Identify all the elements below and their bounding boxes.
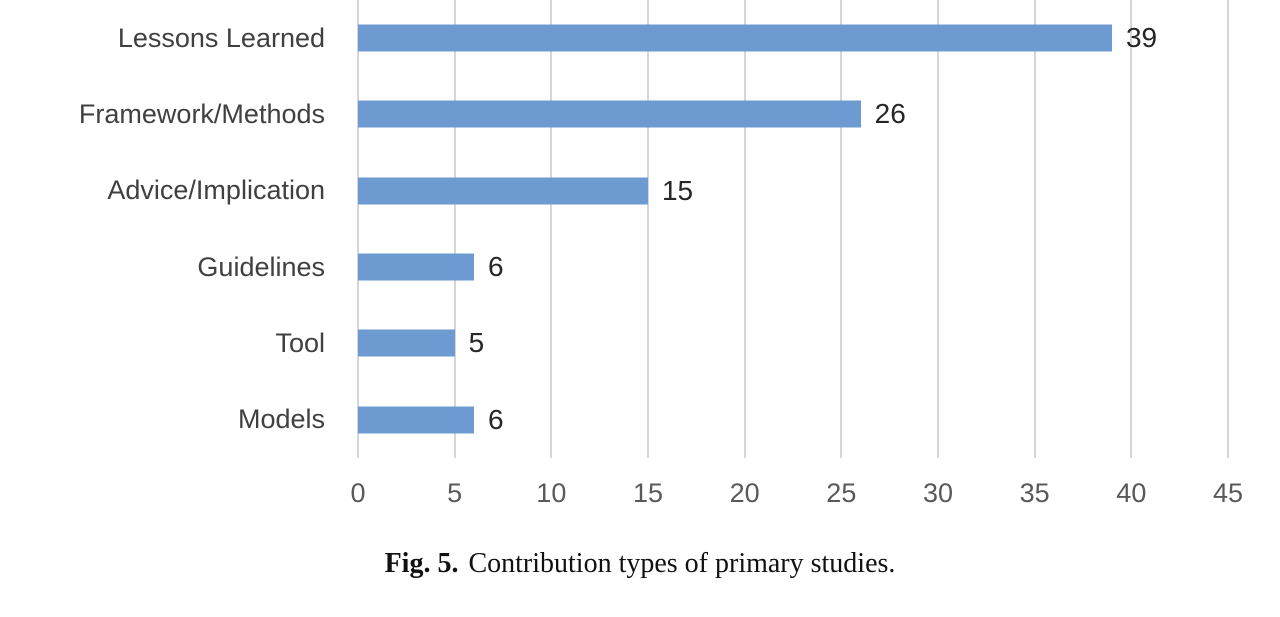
value-label: 15 [661,174,694,206]
x-axis-ticks: 0 5 10 15 20 25 30 35 40 45 [350,458,1243,518]
category-label: Framework/Methods [78,98,325,129]
gridline [550,0,553,458]
gridline [1227,0,1229,458]
figure-label: Fig. 5. [384,548,459,579]
bar-track: 26 [358,76,1228,152]
grid-layer [357,0,1229,458]
category-label: Advice/Implication [107,175,325,206]
value-label: 6 [488,251,504,283]
bar-row: Tool 5 [0,305,1228,381]
x-tick-label: 40 [1116,478,1147,508]
bar [358,253,474,281]
x-tick-label: 20 [729,478,760,508]
bar-row: Framework/Methods 26 [0,76,1228,152]
bar-track: 6 [358,382,1228,458]
gridline [840,0,843,458]
value-label: 39 [1125,22,1158,54]
value-label: 6 [488,403,504,435]
category-label: Models [237,404,325,435]
category-label: Guidelines [197,251,325,282]
x-tick-label: 5 [447,478,463,508]
gridline [453,0,456,458]
bar-track: 5 [358,305,1228,381]
bar [358,177,648,205]
x-tick-label: 15 [632,478,664,508]
gridline [936,0,939,458]
bar [358,100,861,128]
bar-track: 39 [358,0,1228,76]
bar-row: Advice/Implication 15 [0,153,1228,229]
bar-row: Models 6 [0,382,1228,458]
rows-layer: Lessons Learned 39 Framework/Methods 26 Advi… [0,0,1228,458]
bar-chart: Lessons Learned 39 Framework/Methods 26 Advi… [0,0,1243,518]
value-label: 26 [874,98,906,130]
x-tick-label: 45 [1212,478,1244,508]
bar-track: 15 [358,153,1228,229]
bar-track: 6 [358,229,1228,305]
gridline [743,0,746,458]
x-tick-label: 10 [536,478,567,508]
gridline [357,0,359,458]
x-tick-label: 30 [922,478,954,508]
bar [358,329,455,357]
x-tick-label: 35 [1019,478,1050,508]
category-label: Lessons Learned [117,22,325,53]
gridline [1033,0,1036,458]
gridline [646,0,649,458]
bar-row: Lessons Learned 39 [0,0,1228,76]
x-tick-label: 25 [826,478,857,508]
bar [358,406,474,434]
category-label: Tool [275,327,325,358]
caption-text: Contribution types of primary studies. [468,548,896,579]
value-label: 5 [468,327,485,359]
figure-caption: Fig. 5. Contribution types of primary stu… [0,548,1280,580]
bar-row: Guidelines 6 [0,229,1228,305]
bar [358,24,1112,52]
x-tick-label: 0 [350,478,366,508]
gridline [1130,0,1133,458]
